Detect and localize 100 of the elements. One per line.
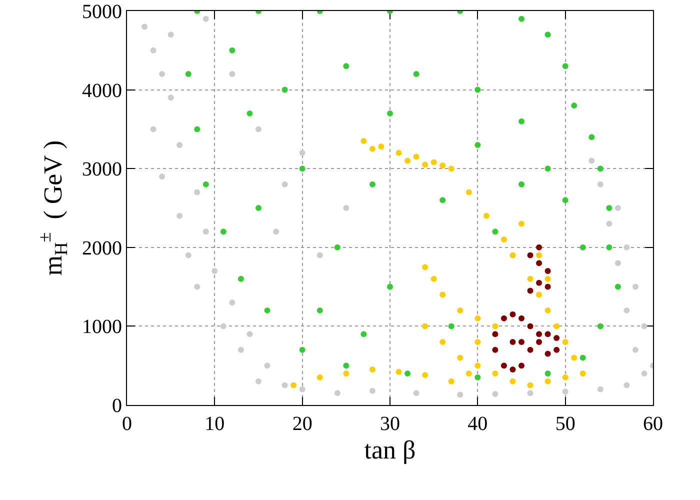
point: [404, 370, 411, 376]
point: [510, 378, 516, 384]
point: [404, 158, 411, 164]
point: [641, 323, 648, 330]
point: [168, 32, 174, 38]
point: [387, 110, 393, 116]
point: [474, 315, 481, 322]
point: [580, 354, 586, 361]
point: [518, 118, 524, 124]
point: [264, 362, 270, 369]
y-tick-label: 2000: [82, 237, 122, 260]
point: [422, 162, 428, 168]
point: [544, 166, 551, 172]
point: [457, 392, 464, 398]
point: [597, 323, 604, 330]
point: [413, 154, 420, 160]
point: [246, 331, 253, 338]
point: [588, 158, 595, 164]
point: [510, 311, 516, 318]
point: [536, 338, 542, 345]
point: [194, 284, 200, 290]
point: [159, 173, 166, 180]
y-tick-label: 0: [112, 395, 122, 417]
point: [527, 382, 534, 388]
point: [387, 284, 393, 290]
point: [202, 16, 209, 22]
point: [544, 378, 551, 384]
point: [527, 323, 534, 330]
point: [142, 24, 148, 30]
point: [360, 138, 367, 144]
point: [282, 382, 288, 388]
point: [597, 166, 604, 172]
point: [510, 252, 516, 258]
point: [273, 228, 280, 235]
x-tick-label: 50: [555, 413, 576, 435]
point: [334, 390, 340, 396]
y-tick-label: 3000: [82, 158, 122, 181]
x-tick-label: 60: [643, 413, 663, 435]
point: [264, 307, 270, 314]
point: [544, 331, 551, 338]
point: [229, 47, 236, 54]
point: [500, 362, 507, 369]
point: [474, 142, 481, 148]
point: [422, 372, 428, 378]
y-tick-label: 4000: [82, 80, 122, 102]
point: [614, 284, 621, 290]
point: [282, 86, 288, 93]
point: [544, 284, 551, 290]
point: [299, 150, 306, 156]
point: [580, 370, 586, 376]
point: [562, 338, 568, 345]
point: [238, 276, 244, 282]
x-tick-label: 10: [204, 413, 225, 435]
point: [500, 236, 507, 243]
point: [256, 126, 262, 132]
point: [378, 144, 384, 150]
point: [220, 228, 226, 235]
point: [536, 260, 542, 266]
point: [492, 346, 498, 353]
point: [343, 205, 350, 211]
point: [518, 315, 524, 322]
point: [544, 370, 551, 376]
point: [562, 197, 568, 204]
point: [299, 346, 306, 353]
point: [641, 370, 648, 376]
point: [527, 276, 534, 282]
point: [457, 307, 464, 314]
point: [554, 335, 560, 342]
y-tick-label: 1000: [82, 316, 122, 338]
point: [624, 382, 630, 388]
point: [527, 390, 534, 396]
x-axis-title: tan β: [364, 436, 416, 465]
point: [246, 110, 253, 116]
point: [343, 370, 350, 376]
point: [492, 390, 498, 397]
point: [159, 71, 166, 78]
point: [536, 331, 542, 338]
point: [316, 307, 323, 314]
point: [492, 331, 498, 338]
point: [212, 268, 218, 274]
point: [238, 346, 244, 353]
point: [430, 276, 437, 282]
point: [299, 386, 306, 392]
point: [544, 32, 551, 38]
point: [492, 323, 498, 330]
point: [614, 205, 621, 211]
point: [518, 16, 524, 22]
x-tick-label: 40: [468, 413, 488, 435]
point: [474, 362, 481, 369]
point: [448, 378, 454, 384]
point: [483, 212, 490, 219]
point: [536, 292, 542, 298]
point: [544, 307, 551, 314]
point: [369, 366, 376, 373]
point: [562, 63, 568, 70]
point: [632, 346, 638, 353]
point: [185, 252, 192, 258]
point: [492, 228, 498, 235]
point: [544, 350, 551, 357]
point: [316, 252, 323, 258]
